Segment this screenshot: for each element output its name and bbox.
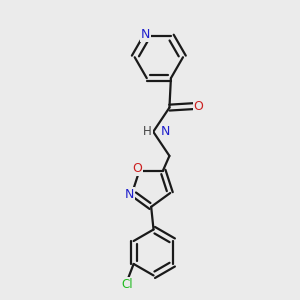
Text: Cl: Cl <box>122 278 133 291</box>
Text: O: O <box>132 162 142 175</box>
Text: N: N <box>141 28 150 41</box>
Text: N: N <box>160 125 170 138</box>
Text: N: N <box>124 188 134 201</box>
Text: O: O <box>194 100 203 112</box>
Text: H: H <box>143 125 152 138</box>
